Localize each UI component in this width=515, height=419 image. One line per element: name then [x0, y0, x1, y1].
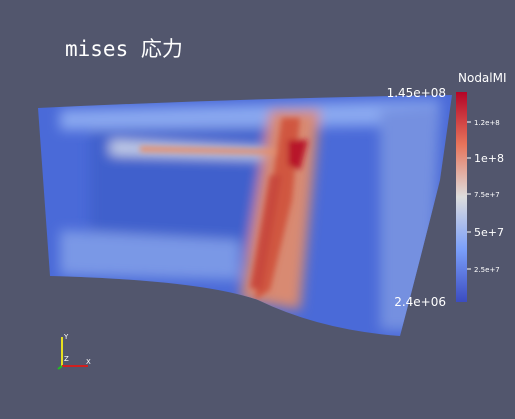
stress-field [38, 95, 452, 336]
colorbar-tick-label: 1e+8 [474, 152, 504, 165]
colorbar-max: 1.45e+08 [387, 86, 446, 100]
axes-triad: Y Z X [57, 333, 91, 370]
colorbar-tick-label: 2.5e+7 [474, 266, 500, 274]
colorbar-title: NodalMI [458, 71, 507, 85]
colorbar-min: 2.4e+06 [394, 295, 446, 309]
axis-label: Z [64, 355, 69, 363]
colorbar-tick-label: 1.2e+8 [474, 119, 500, 127]
title: mises 応力 [65, 37, 183, 61]
colorbar [456, 92, 467, 302]
colorbar-tick-label: 7.5e+7 [474, 191, 500, 199]
axis-label: Y [63, 333, 69, 341]
colorbar-ticks [467, 121, 471, 270]
colorbar-tick-label: 5e+7 [474, 226, 504, 239]
axis-label: X [86, 358, 91, 366]
